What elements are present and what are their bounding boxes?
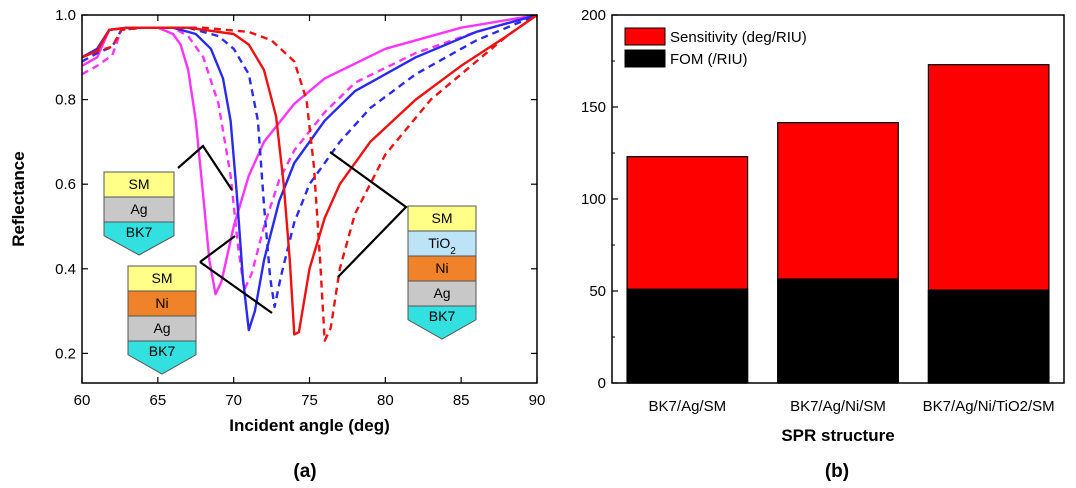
layer-block <box>407 255 477 282</box>
legend-label: FOM (/RIU) <box>670 51 747 68</box>
layer-label: BK7 <box>149 343 176 359</box>
layer-label: BK7 <box>429 308 456 324</box>
x-axis-label-b: SPR structure <box>781 426 894 445</box>
legend-swatch <box>624 49 666 68</box>
layer-stack-inset: SM Ag BK7 <box>103 171 175 256</box>
layer-substrate <box>407 305 477 340</box>
layer-label: Ni <box>435 260 448 276</box>
y-tick-label-b: 200 <box>581 7 606 24</box>
x-tick-label-a: 70 <box>225 392 242 409</box>
panel-label-a: (a) <box>293 461 316 482</box>
y-tick-label-b: 150 <box>581 99 606 116</box>
y-tick-label-b: 100 <box>581 191 606 208</box>
y-axis-label-a: Reflectance <box>9 151 28 246</box>
layer-label: Ag <box>153 320 170 336</box>
layer-label: SM <box>129 176 150 192</box>
layer-substrate <box>127 340 197 375</box>
bar-fom <box>777 278 899 384</box>
layer-block <box>127 290 197 317</box>
y-tick-label-a: 0.8 <box>55 92 76 109</box>
layer-block <box>103 196 175 223</box>
inset-pointer-line <box>199 235 236 263</box>
panel-label-b: (b) <box>825 461 849 482</box>
layer-stack-inset: SM Ni Ag BK7 <box>127 265 197 375</box>
x-axis-label-a: Incident angle (deg) <box>229 416 390 435</box>
x-tick-label-a: 60 <box>74 392 91 409</box>
reflectance-curves <box>82 15 537 342</box>
x-tick-label-a: 90 <box>529 392 546 409</box>
layer-label: Ag <box>130 201 147 217</box>
layer-substrate <box>103 221 175 256</box>
layer-label: BK7 <box>126 224 153 240</box>
x-tick-label-a: 75 <box>301 392 318 409</box>
layer-label: SM <box>152 270 173 286</box>
layer-label-subscript: 2 <box>450 246 456 257</box>
x-tick-label-a: 80 <box>377 392 394 409</box>
layer-block <box>407 280 477 307</box>
legend-label: Sensitivity (deg/RIU) <box>670 29 807 46</box>
category-label: BK7/Ag/Ni/SM <box>790 398 886 415</box>
y-tick-label-a: 0.6 <box>55 176 76 193</box>
layer-block <box>407 230 477 257</box>
x-tick-label-a: 65 <box>149 392 166 409</box>
layer-block <box>103 171 175 198</box>
inset-pointer-line <box>177 144 233 191</box>
reflectance-curve-magenta-dashed <box>82 15 537 292</box>
inset-pointer-line <box>199 261 273 314</box>
y-tick-label-a: 0.4 <box>55 261 76 278</box>
legend-swatch <box>624 27 666 46</box>
layer-block <box>127 315 197 342</box>
inset-pointer-line <box>329 151 408 278</box>
layer-label: Ni <box>155 295 168 311</box>
x-tick-label-a: 85 <box>453 392 470 409</box>
bar-fom <box>626 288 749 384</box>
reflectance-curve-blue-dashed <box>82 15 537 309</box>
y-tick-label-a: 1.0 <box>55 7 76 24</box>
category-label: BK7/Ag/Ni/TiO2/SM <box>923 398 1055 415</box>
y-tick-label-b: 0 <box>598 375 606 392</box>
bar-fom <box>927 289 1050 384</box>
layer-block <box>407 205 477 232</box>
reflectance-curve-red-dashed <box>82 15 537 342</box>
layer-label: SM <box>432 210 453 226</box>
layer-label: Ag <box>433 285 450 301</box>
y-tick-label-b: 50 <box>589 283 606 300</box>
category-label: BK7/Ag/SM <box>649 398 727 415</box>
y-tick-label-a: 0.2 <box>55 345 76 362</box>
